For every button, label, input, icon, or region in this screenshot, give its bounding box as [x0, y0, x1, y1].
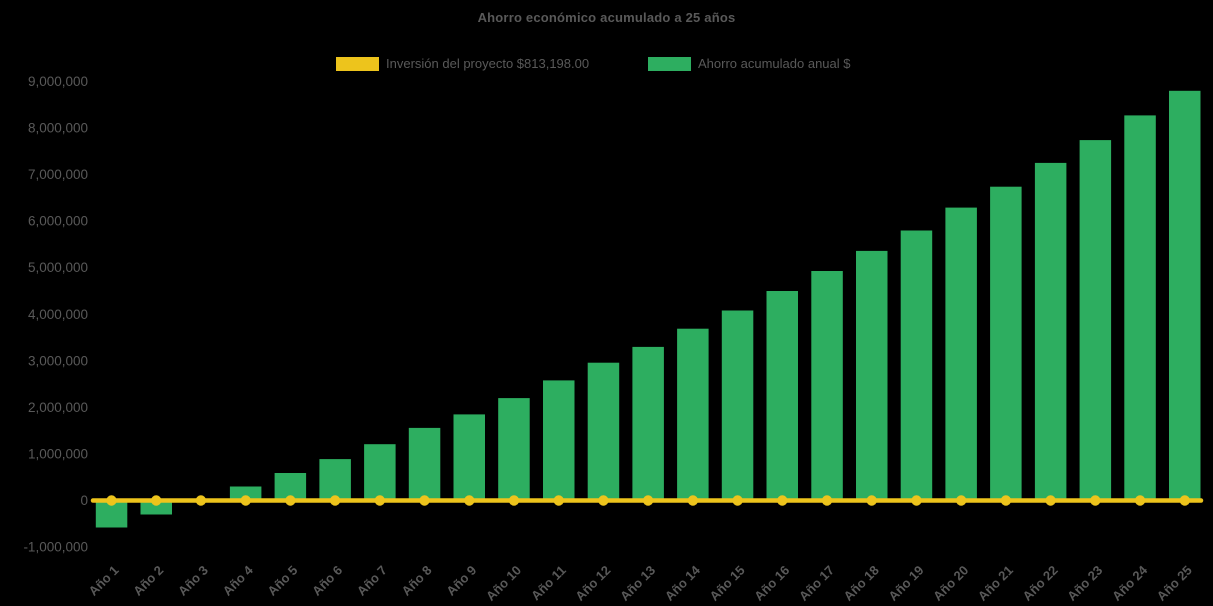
line-marker: [1000, 495, 1012, 506]
x-tick-label: Año 10: [483, 563, 524, 604]
line-marker: [329, 495, 341, 506]
y-tick-label: 1,000,000: [28, 446, 88, 461]
legend-label-inversion: Inversión del proyecto $813,198.00: [386, 56, 590, 71]
line-marker: [195, 495, 207, 506]
x-tick-label: Año 13: [617, 563, 658, 604]
line-marker: [374, 495, 385, 506]
bar: [408, 427, 441, 501]
line-marker: [642, 495, 654, 506]
x-tick-label: Año 23: [1064, 563, 1105, 604]
bar: [229, 486, 262, 501]
y-tick-label: 4,000,000: [28, 307, 88, 322]
line-marker: [866, 495, 877, 506]
line-marker: [1090, 495, 1101, 506]
line-marker: [240, 495, 251, 506]
x-tick-label: Año 24: [1109, 562, 1151, 604]
x-tick-label: Año 21: [975, 563, 1016, 604]
line-marker: [553, 495, 564, 506]
line-marker: [1134, 495, 1146, 506]
bar: [1079, 140, 1112, 501]
x-tick-label: Año 3: [175, 563, 211, 599]
x-tick-label: Año 20: [930, 563, 971, 604]
bar: [811, 271, 843, 501]
x-tick-label: Año 25: [1154, 563, 1195, 604]
line-marker: [956, 495, 967, 506]
x-tick-label: Año 2: [130, 563, 166, 599]
line-marker: [106, 495, 117, 506]
y-tick-label: 5,000,000: [28, 260, 88, 275]
x-tick-label: Año 16: [751, 563, 792, 604]
bar: [945, 207, 977, 501]
x-tick-label: Año 5: [264, 563, 300, 599]
bar: [453, 414, 485, 501]
x-tick-label: Año 1: [85, 563, 121, 599]
x-tick-label: Año 6: [309, 563, 345, 599]
y-tick-label: 9,000,000: [28, 74, 88, 89]
bar: [498, 398, 530, 501]
line-marker: [777, 495, 788, 506]
chart-title: Ahorro económico acumulado a 25 años: [477, 10, 736, 25]
bar: [900, 230, 933, 501]
line-marker: [151, 495, 162, 506]
bar: [1169, 90, 1201, 501]
x-tick-label: Año 8: [398, 563, 434, 599]
line-marker: [598, 495, 609, 506]
line-marker: [732, 495, 743, 506]
y-tick-label: 2,000,000: [28, 400, 88, 415]
bar: [543, 380, 575, 501]
y-tick-label: 7,000,000: [28, 167, 88, 182]
y-tick-label: 8,000,000: [28, 121, 88, 136]
bar: [990, 186, 1022, 501]
line-marker: [285, 495, 296, 506]
y-tick-label: -1,000,000: [23, 540, 88, 555]
x-tick-label: Año 7: [354, 563, 390, 599]
y-tick-label: 6,000,000: [28, 214, 88, 229]
bar: [319, 459, 351, 501]
line-marker: [1045, 495, 1056, 506]
x-tick-label: Año 15: [706, 563, 747, 604]
x-tick-label: Año 18: [841, 563, 882, 604]
y-tick-label: 3,000,000: [28, 353, 88, 368]
line-marker: [821, 495, 833, 506]
x-tick-label: Año 17: [796, 563, 837, 604]
line-marker: [1179, 495, 1191, 506]
bar: [140, 500, 172, 515]
legend-swatch-ahorro-icon: [648, 56, 691, 71]
x-tick-label: Año 9: [443, 563, 479, 599]
legend-label-ahorro: Ahorro acumulado anual $: [698, 56, 851, 71]
legend-swatch-inversion-icon: [336, 56, 379, 71]
x-tick-label: Año 19: [885, 563, 926, 604]
legend-item-ahorro: Ahorro acumulado anual $: [648, 56, 851, 71]
line-marker: [508, 495, 520, 506]
bar: [587, 362, 620, 501]
x-tick-label: Año 11: [528, 563, 569, 604]
x-tick-label: Año 4: [220, 562, 257, 599]
bar: [677, 328, 709, 501]
line-marker: [464, 495, 475, 506]
bar: [856, 250, 888, 501]
line-marker: [687, 495, 699, 506]
line-marker: [911, 495, 922, 506]
legend-item-inversion: Inversión del proyecto $813,198.00: [336, 56, 589, 71]
bar: [721, 310, 754, 501]
bar: [766, 291, 798, 501]
line-marker: [419, 495, 430, 506]
x-tick-label: Año 22: [1019, 563, 1060, 604]
bar: [632, 346, 664, 501]
y-tick-label: 0: [80, 493, 88, 508]
bar: [1034, 162, 1067, 501]
x-tick-label: Año 12: [572, 563, 613, 604]
bar: [1124, 115, 1156, 501]
x-tick-label: Año 14: [662, 562, 704, 604]
bar: [364, 444, 396, 501]
